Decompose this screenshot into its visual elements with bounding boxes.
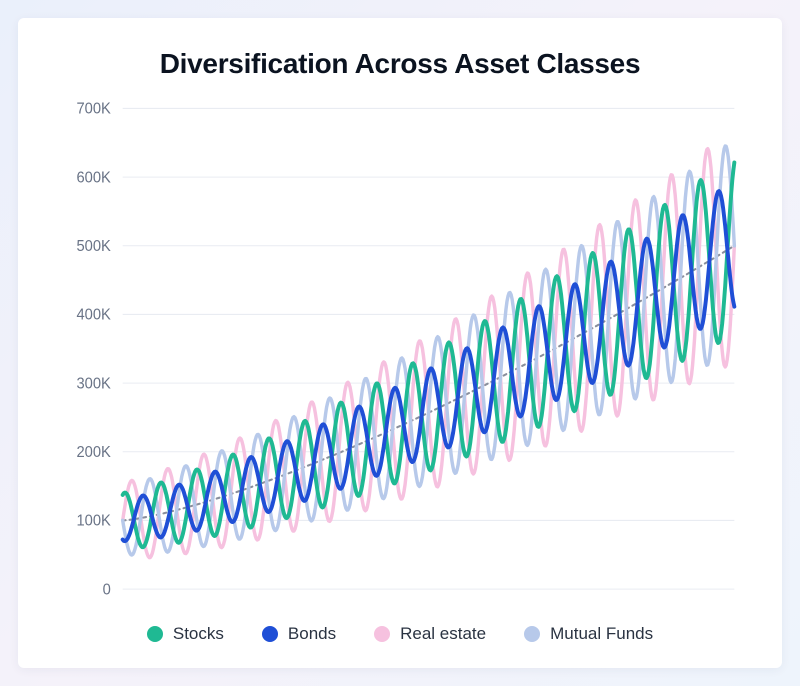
legend-dot-bonds: [262, 626, 278, 642]
svg-text:700K: 700K: [76, 100, 110, 118]
legend-item-bonds: Bonds: [262, 624, 336, 644]
svg-text:600K: 600K: [76, 169, 110, 187]
svg-text:100K: 100K: [76, 512, 110, 530]
svg-text:500K: 500K: [76, 238, 110, 256]
legend-label-bonds: Bonds: [288, 624, 336, 644]
chart-title: Diversification Across Asset Classes: [46, 48, 754, 80]
legend-item-stocks: Stocks: [147, 624, 224, 644]
legend-dot-real-estate: [374, 626, 390, 642]
svg-text:400K: 400K: [76, 306, 110, 324]
legend-item-mutual-funds: Mutual Funds: [524, 624, 653, 644]
svg-text:300K: 300K: [76, 375, 110, 393]
legend-label-real-estate: Real estate: [400, 624, 486, 644]
svg-text:0: 0: [103, 581, 111, 599]
svg-text:200K: 200K: [76, 444, 110, 462]
chart-legend: Stocks Bonds Real estate Mutual Funds: [46, 624, 754, 644]
legend-dot-mutual-funds: [524, 626, 540, 642]
legend-label-mutual-funds: Mutual Funds: [550, 624, 653, 644]
chart-svg: 0 100K 200K 300K 400K 500K 600K 700K: [46, 98, 754, 610]
legend-item-real-estate: Real estate: [374, 624, 486, 644]
chart-card: Diversification Across Asset Classes 0 10…: [18, 18, 782, 668]
legend-dot-stocks: [147, 626, 163, 642]
legend-label-stocks: Stocks: [173, 624, 224, 644]
chart-plot-area: 0 100K 200K 300K 400K 500K 600K 700K: [46, 98, 754, 610]
